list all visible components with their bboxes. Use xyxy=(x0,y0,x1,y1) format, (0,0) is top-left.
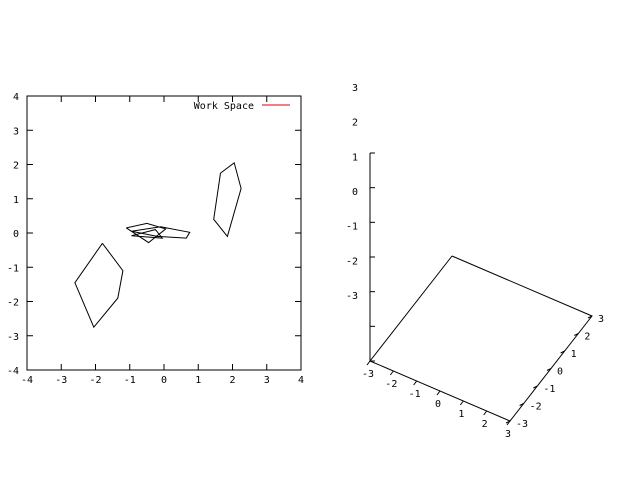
y3d-tick-mark xyxy=(533,385,538,389)
x3d-tick-label: 2 xyxy=(482,419,488,430)
plot-frame xyxy=(26,95,302,371)
workspace-polygon xyxy=(131,226,191,239)
y3d-tick-label: 0 xyxy=(557,367,563,378)
x-tick-label: -3 xyxy=(55,375,67,386)
chart-2d-ticks: -4 -3 -2 -1 0 1 2 3 4 -4 -3 -2 -1 0 1 2 3 4 xyxy=(7,92,304,386)
x-tick-label: -4 xyxy=(21,375,33,386)
y3d-tick-mark xyxy=(574,333,579,336)
y-tick-label: -1 xyxy=(7,263,19,274)
x-tick-label: -2 xyxy=(89,375,101,386)
x-tick-label: -1 xyxy=(124,375,136,386)
x-tick-label: 4 xyxy=(298,375,304,386)
y3d-tick-mark xyxy=(560,350,565,354)
x3d-tick-label: -1 xyxy=(409,389,421,400)
workspace-polygon xyxy=(74,243,124,329)
chart-2d-shapes xyxy=(74,161,242,329)
legend: Work Space xyxy=(194,101,290,112)
legend-label: Work Space xyxy=(194,101,254,112)
x-tick-label: 0 xyxy=(161,375,167,386)
y-tick-label: 1 xyxy=(13,195,19,206)
x3d-tick-mark xyxy=(389,370,394,376)
x3d-tick-label: 1 xyxy=(458,409,464,420)
z-tick-label: 2 xyxy=(352,118,358,129)
y3d-tick-label: -1 xyxy=(543,384,555,395)
y-tick-label: 3 xyxy=(13,126,19,137)
y3d-tick-label: 1 xyxy=(571,349,577,360)
y3d-tick-mark xyxy=(587,315,593,319)
workspace-polygon xyxy=(131,229,164,239)
x3d-tick-mark xyxy=(459,400,464,406)
y-tick-label: -2 xyxy=(7,298,19,309)
y3d-tick-label: -2 xyxy=(530,402,542,413)
x3d-tick-label: -3 xyxy=(362,369,374,380)
y3d-tick-label: -3 xyxy=(516,419,528,430)
x3d-tick-label: 3 xyxy=(505,429,511,440)
y3d-tick-mark xyxy=(505,420,511,424)
y-tick-label: 0 xyxy=(13,229,19,240)
z-tick-label: -1 xyxy=(346,222,358,233)
x3d-tick-mark xyxy=(366,360,371,366)
x-tick-label: 3 xyxy=(264,375,270,386)
z-tick-label: -2 xyxy=(346,256,358,267)
y-tick-label: -4 xyxy=(7,366,19,377)
x3d-tick-mark xyxy=(436,390,441,396)
x-tick-label: 1 xyxy=(195,375,201,386)
z-tick-label: -3 xyxy=(346,291,358,302)
z-tick-label: 1 xyxy=(352,152,358,163)
z-tick-label: 3 xyxy=(352,83,358,94)
y-tick-label: 4 xyxy=(13,92,19,103)
x3d-tick-mark xyxy=(483,410,488,416)
workspace-polygon xyxy=(126,222,167,244)
chart-2d: -4 -3 -2 -1 0 1 2 3 4 -4 -3 -2 -1 0 1 2 3 4 Work Space xyxy=(7,92,304,386)
y-tick-label: 2 xyxy=(13,161,19,172)
y3d-tick-label: 3 xyxy=(598,314,604,325)
x3d-tick-mark xyxy=(413,380,418,386)
y3d-tick-mark xyxy=(546,368,552,371)
x-tick-label: 2 xyxy=(229,375,235,386)
y3d-tick-label: 2 xyxy=(584,332,590,343)
x3d-tick-label: -2 xyxy=(385,379,397,390)
chart-3d-axes xyxy=(369,153,593,422)
z-tick-label: 0 xyxy=(352,187,358,198)
x3d-tick-label: 0 xyxy=(435,399,441,410)
workspace-polygon xyxy=(213,161,242,238)
base-frame xyxy=(369,255,593,422)
y3d-tick-mark xyxy=(519,403,524,406)
y-tick-label: -3 xyxy=(7,332,19,343)
